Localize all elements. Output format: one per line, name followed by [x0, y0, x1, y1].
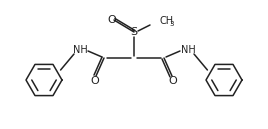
Text: NH: NH — [181, 45, 195, 55]
Text: O: O — [169, 76, 177, 86]
Text: S: S — [131, 27, 137, 37]
Text: O: O — [91, 76, 99, 86]
Text: CH: CH — [159, 16, 173, 26]
Text: O: O — [108, 15, 116, 25]
Text: NH: NH — [73, 45, 87, 55]
Text: 3: 3 — [169, 21, 173, 27]
